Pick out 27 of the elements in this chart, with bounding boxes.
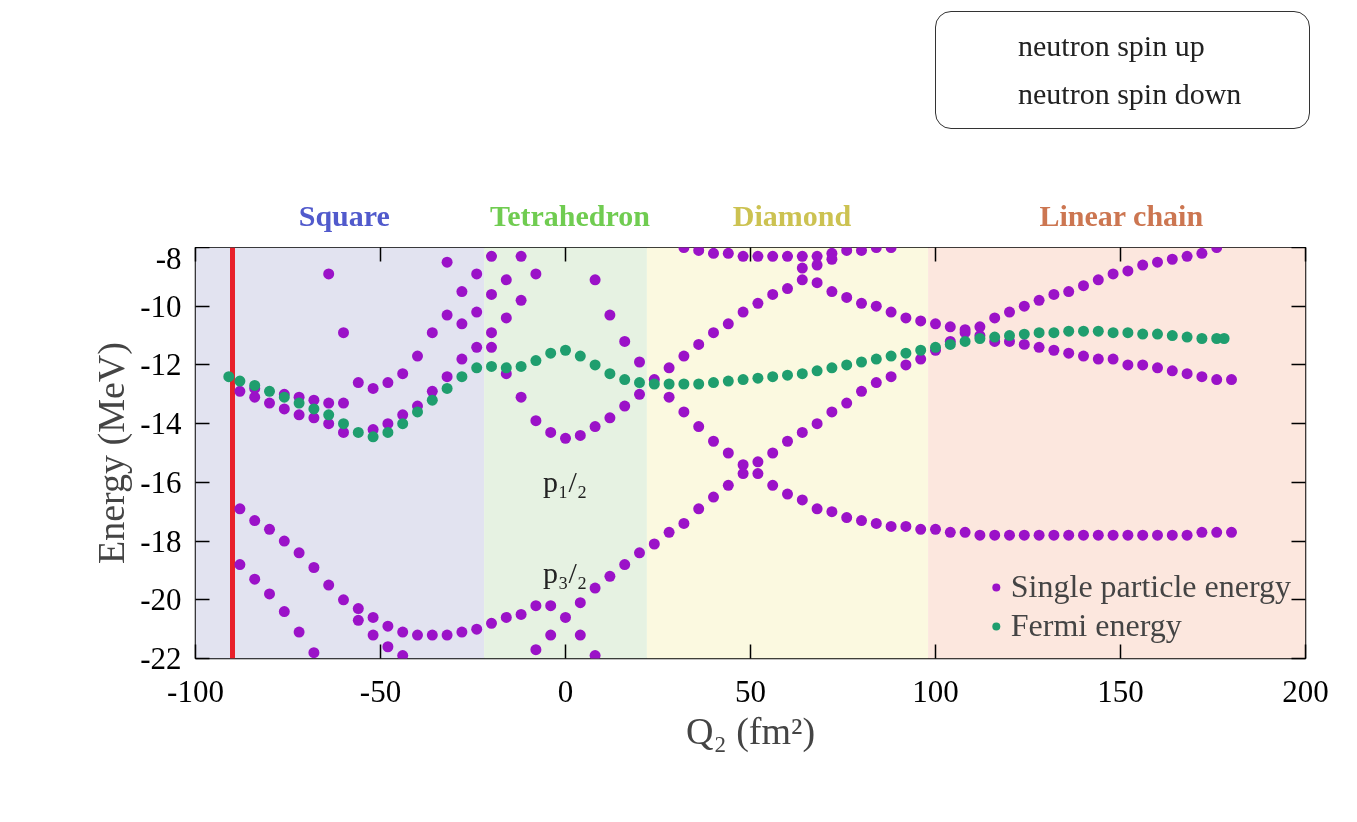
band-label: Tetrahedron: [489, 198, 651, 234]
y-tick-label: -14: [140, 406, 182, 442]
x-axis-title: Q₂ (fm²): [685, 709, 816, 753]
band-label: Linear chain: [1038, 198, 1205, 234]
x-tick-label: 50: [735, 673, 766, 709]
legend-label: Fermi energy: [1010, 607, 1182, 644]
y-axis-title: Energy (MeV): [90, 342, 134, 564]
x-tick-label: 200: [1282, 673, 1329, 709]
x-tick-label: 0: [557, 673, 574, 709]
band-label: Diamond: [732, 199, 852, 232]
y-tick-label: -20: [140, 582, 182, 618]
y-tick-label: -18: [140, 523, 182, 559]
annotation: p₃/₂: [543, 555, 588, 589]
y-tick-label: -8: [155, 240, 182, 276]
x-tick-label: 150: [1097, 673, 1144, 709]
y-tick-label: -10: [140, 288, 182, 324]
x-tick-label: 100: [912, 673, 959, 709]
text: neutron spin up: [1018, 28, 1206, 64]
x-tick-label: -100: [167, 673, 224, 709]
y-tick-label: -22: [140, 641, 182, 676]
annotation: p₁/₂: [543, 465, 588, 499]
legend-label: Single particle energy: [1010, 568, 1291, 605]
x-tick-label: -50: [359, 673, 402, 709]
band-label: Square: [298, 199, 390, 232]
y-tick-label: -16: [140, 464, 182, 500]
text: neutron spin down: [1018, 76, 1243, 112]
y-tick-label: -12: [140, 347, 182, 383]
